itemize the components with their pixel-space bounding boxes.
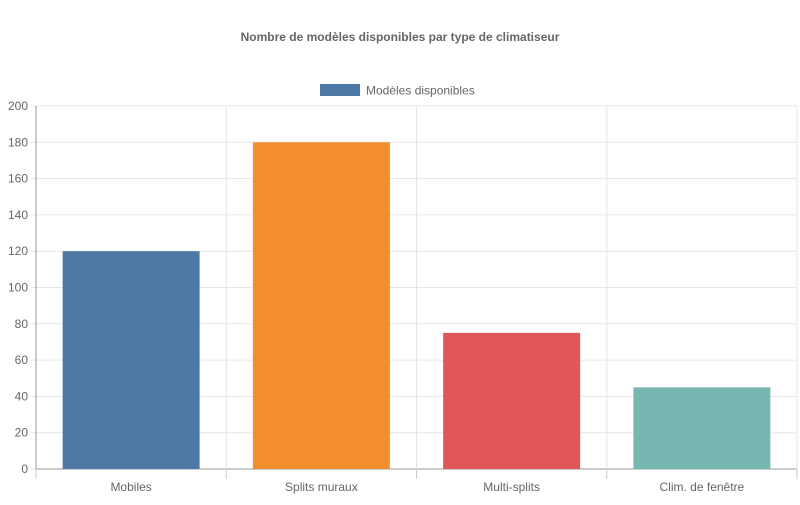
y-tick-label: 60 (15, 353, 29, 367)
y-tick-label: 0 (21, 462, 28, 476)
legend[interactable]: Modèles disponibles (320, 84, 475, 98)
x-tick-label: Mobiles (110, 480, 151, 494)
y-tick-label: 20 (15, 426, 29, 440)
x-tick-label: Splits muraux (285, 480, 358, 494)
x-axis-tick-labels: Mobiles Splits muraux Multi-splits Clim. de… (110, 480, 744, 494)
y-tick-label: 80 (15, 317, 29, 331)
bars (62, 142, 771, 470)
legend-label: Modèles disponibles (366, 84, 475, 98)
bar[interactable] (633, 387, 771, 469)
y-tick-label: 40 (15, 389, 29, 403)
bar[interactable] (252, 142, 390, 470)
y-tick-label: 100 (8, 281, 28, 295)
bar[interactable] (443, 332, 581, 469)
legend-swatch (320, 84, 360, 96)
x-tick-label: Clim. de fenêtre (660, 480, 745, 494)
y-tick-label: 160 (8, 172, 28, 186)
bar[interactable] (62, 251, 200, 469)
axes (31, 105, 798, 479)
y-tick-label: 180 (8, 135, 28, 149)
x-tick-label: Multi-splits (483, 480, 540, 494)
y-tick-label: 120 (8, 244, 28, 258)
y-tick-label: 140 (8, 208, 28, 222)
chart-title: Nombre de modèles disponibles par type d… (241, 30, 560, 44)
y-tick-label: 200 (8, 99, 28, 113)
y-axis-tick-labels: 0 20 40 60 80 100 120 140 160 180 200 (8, 99, 28, 476)
